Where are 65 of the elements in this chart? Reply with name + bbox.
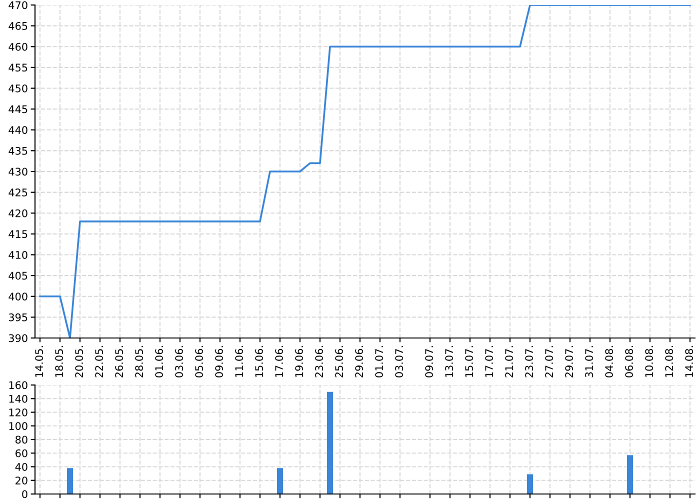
x-tick-label: 28.05. bbox=[135, 346, 144, 378]
y-tick-label: 455 bbox=[8, 64, 28, 72]
y-tick-label: 420 bbox=[8, 209, 28, 218]
y-tick-label: 415 bbox=[8, 230, 28, 238]
x-tick-label: 19.06. bbox=[295, 346, 304, 377]
x-tick-label: 26.05. bbox=[115, 346, 124, 378]
y-tick-label: 465 bbox=[8, 22, 28, 30]
y-tick-label: 0 bbox=[22, 490, 28, 498]
y-tick-label: 440 bbox=[8, 126, 28, 134]
y-tick-label: 120 bbox=[9, 408, 28, 416]
x-tick-label: 01.07. bbox=[375, 346, 384, 378]
line-series bbox=[39, 5, 691, 338]
x-tick-label: 15.07. bbox=[465, 346, 474, 377]
y-tick-label: 410 bbox=[8, 250, 28, 259]
x-tick-label: 03.07. bbox=[395, 346, 404, 378]
x-tick-label: 06.08. bbox=[625, 346, 634, 378]
x-tick-label: 14.08. bbox=[685, 346, 694, 377]
x-tick-label: 11.06. bbox=[235, 346, 244, 377]
x-tick-label: 09.07. bbox=[425, 346, 434, 378]
x-tick-label: 14.05. bbox=[35, 346, 44, 377]
y-tick-label: 400 bbox=[8, 292, 28, 300]
y-tick-label: 460 bbox=[8, 42, 28, 51]
x-tick-label: 13.07. bbox=[445, 346, 454, 377]
bar bbox=[327, 392, 333, 494]
y-tick-label: 140 bbox=[9, 394, 28, 403]
y-tick-label: 60 bbox=[16, 449, 28, 458]
x-tick-label: 01.06. bbox=[155, 346, 164, 378]
y-tick-label: 430 bbox=[8, 168, 28, 176]
x-tick-label: 23.06. bbox=[315, 346, 324, 378]
x-tick-label: 05.06. bbox=[195, 346, 204, 378]
y-tick-label: 40 bbox=[15, 462, 28, 471]
y-tick-label: 435 bbox=[8, 146, 28, 155]
y-tick-label: 405 bbox=[8, 272, 28, 280]
x-tick-label: 22.05. bbox=[95, 346, 104, 378]
bar bbox=[277, 468, 283, 494]
x-tick-label: 17.06. bbox=[275, 346, 284, 377]
x-tick-label: 23.07. bbox=[525, 346, 534, 378]
x-tick-label: 27.07. bbox=[545, 346, 554, 378]
y-tick-label: 100 bbox=[9, 422, 28, 430]
x-tick-label: 12.08. bbox=[665, 346, 674, 377]
x-tick-label: 09.06. bbox=[215, 346, 224, 378]
bar bbox=[527, 474, 533, 494]
x-tick-label: 29.07. bbox=[565, 346, 574, 378]
x-tick-label: 10.08. bbox=[645, 346, 654, 377]
x-tick-label: 20.05. bbox=[75, 346, 84, 378]
x-tick-label: 31.07. bbox=[585, 346, 594, 378]
x-tick-label: 21.07. bbox=[505, 346, 514, 378]
y-tick-label: 395 bbox=[8, 313, 28, 322]
y-tick-label: 470 bbox=[8, 1, 28, 10]
y-tick-label: 160 bbox=[9, 381, 28, 390]
y-tick-label: 390 bbox=[8, 334, 28, 342]
bar bbox=[627, 455, 633, 494]
bar bbox=[67, 468, 73, 494]
y-tick-label: 20 bbox=[16, 476, 28, 484]
y-tick-label: 425 bbox=[8, 188, 28, 196]
y-tick-label: 445 bbox=[8, 105, 28, 114]
x-tick-label: 04.08. bbox=[605, 346, 614, 378]
y-tick-label: 80 bbox=[16, 436, 28, 444]
x-tick-label: 17.07. bbox=[485, 346, 494, 377]
x-tick-label: 29.06. bbox=[355, 346, 364, 378]
y-tick-label: 450 bbox=[8, 84, 28, 92]
x-tick-label: 18.05. bbox=[55, 346, 64, 377]
x-tick-label: 15.06. bbox=[255, 346, 264, 377]
x-tick-label: 03.06. bbox=[175, 346, 184, 378]
x-tick-label: 25.06. bbox=[335, 346, 344, 378]
